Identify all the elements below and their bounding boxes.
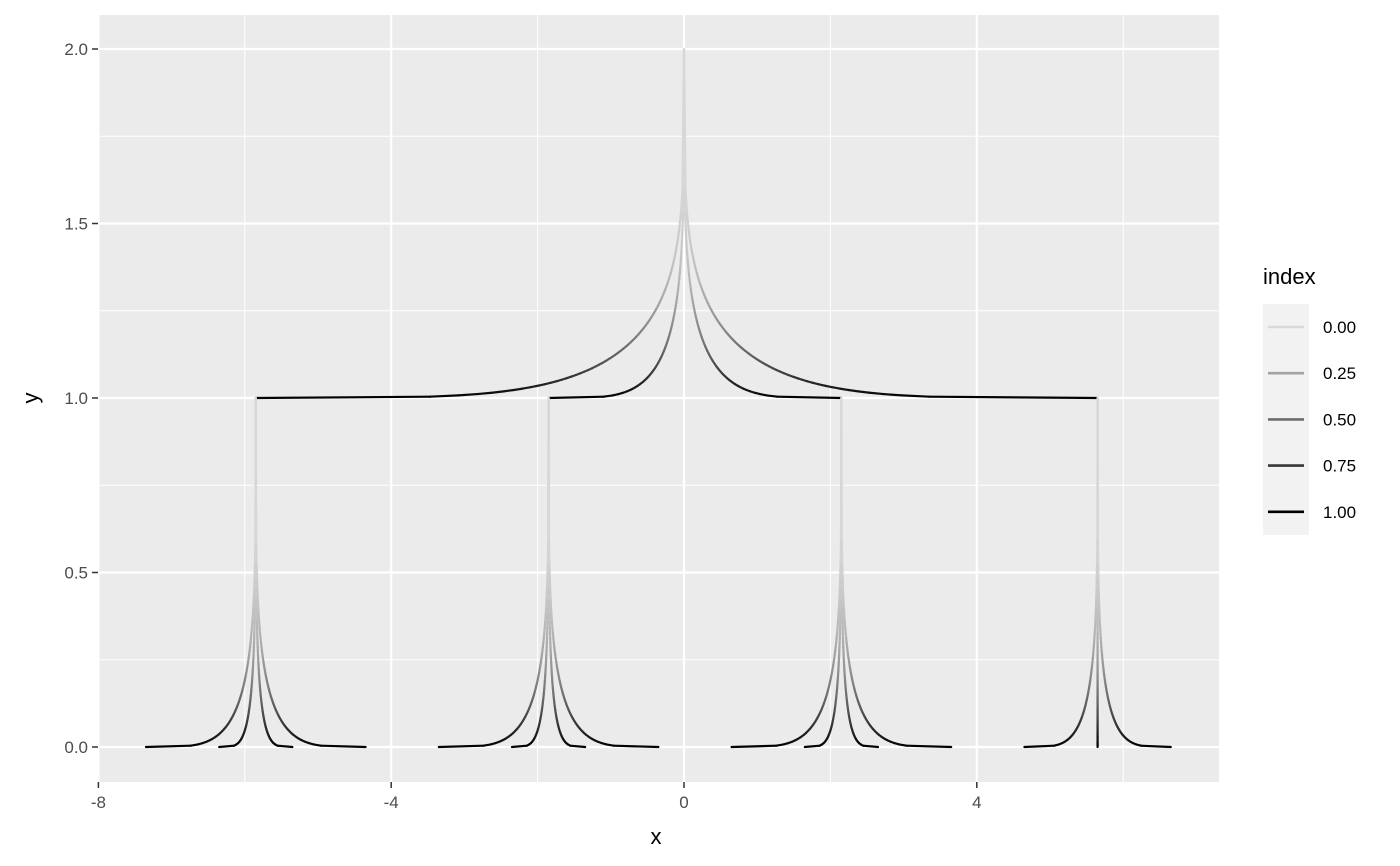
x-tick-label: 0: [679, 793, 688, 812]
legend-label: 0.50: [1323, 410, 1356, 429]
x-axis-title: x: [651, 824, 662, 849]
y-tick-label: 1.0: [64, 389, 88, 408]
grid: [97, 15, 1219, 782]
tree-edge: [1096, 396, 1172, 749]
y-axis-title: y: [18, 393, 43, 404]
tree-edge: [547, 47, 686, 400]
axes: -8 -4 0 4 0.0 0.5 1.0 1.5 2.0: [64, 40, 981, 812]
x-tick-label: 4: [972, 793, 981, 812]
x-tick-label: -4: [384, 793, 399, 812]
tree-edge: [547, 396, 660, 749]
tree-edges: [144, 47, 1172, 749]
y-tick-label: 0.5: [64, 564, 88, 583]
tree-edge: [682, 47, 1099, 400]
tree-edge: [254, 396, 367, 749]
y-tick-label: 1.5: [64, 215, 88, 234]
y-tick-label: 2.0: [64, 40, 88, 59]
legend-label: 0.75: [1323, 457, 1356, 476]
legend: index 0.00 0.25 0.50 0.75 1.00: [1263, 264, 1356, 535]
legend-label: 0.25: [1323, 364, 1356, 383]
legend-label: 0.00: [1323, 318, 1356, 337]
y-tick-label: 0.0: [64, 738, 88, 757]
x-tick-label: -8: [91, 793, 106, 812]
legend-title: index: [1263, 264, 1316, 289]
legend-label: 1.00: [1323, 503, 1356, 522]
tree-edge: [840, 396, 953, 749]
